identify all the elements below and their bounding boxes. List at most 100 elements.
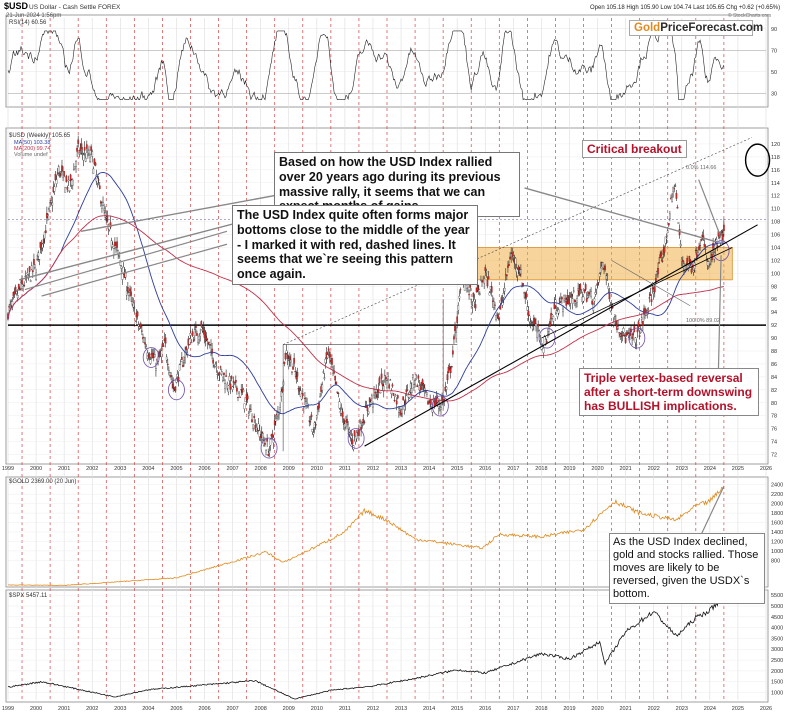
usd-candle-up: [165, 356, 168, 361]
usd-candle-up: [280, 391, 283, 397]
usd-candle-up: [41, 243, 44, 248]
usd-candle-down: [506, 274, 508, 277]
usd-tick-label: 114: [771, 181, 780, 187]
usd-candle-up: [355, 432, 358, 439]
usd-candle-down: [234, 380, 237, 383]
fib-label-top: 0.0% 114.66: [686, 165, 716, 171]
usd-candle-down: [391, 384, 394, 387]
usd-candle-down: [116, 241, 118, 248]
usd-candle-up: [125, 290, 128, 296]
usd-candle-down: [144, 342, 146, 345]
usd-candle-down: [490, 286, 493, 293]
usd-candle-up: [124, 273, 127, 278]
usd-candle-down: [486, 280, 489, 287]
usd-candle-up: [206, 343, 209, 345]
usd-candle-up: [386, 380, 388, 388]
arrow-bottoms-left-2: [41, 243, 228, 297]
gold-tick-label: 2400: [771, 483, 783, 489]
usd-candle-down: [14, 286, 17, 293]
header-credit: © StockCharts.com: [728, 12, 771, 19]
usd-candle-up: [269, 439, 272, 446]
usd-candle-down: [195, 325, 197, 328]
usd-candle-up: [258, 430, 261, 437]
usd-candle-down: [109, 222, 112, 228]
usd-candle-down: [453, 336, 455, 340]
arrow-rally-to-2024: [524, 187, 719, 243]
usd-ma50-line: [7, 172, 725, 415]
usd-candle-up: [78, 152, 81, 155]
spx-year-label: 2023: [676, 706, 688, 712]
usd-candle-down: [419, 386, 422, 390]
usd-candle-up: [528, 315, 531, 322]
usd-candle-up: [88, 149, 90, 154]
usd-candle-up: [338, 401, 341, 409]
usd-tick-label: 96: [771, 297, 777, 303]
usd-candle-up: [24, 275, 27, 277]
usd-candle-up: [110, 240, 113, 248]
usd-candle-up: [82, 154, 85, 161]
usd-candle-down: [392, 393, 395, 396]
usd-candle-up: [634, 337, 637, 343]
usd-legend-ma200: MA(200) 99.74: [14, 146, 50, 152]
gold-title: $GOLD 2369.00 (20 Jun): [9, 479, 76, 485]
usd-candle-down: [661, 260, 664, 263]
usd-candle-up: [168, 370, 170, 373]
spx-tick-label: 5000: [771, 604, 783, 610]
usd-candle-down: [170, 374, 172, 378]
usd-candle-up: [91, 151, 94, 157]
usd-candle-up: [423, 387, 426, 391]
usd-candle-down: [675, 192, 678, 199]
rsi-line: [7, 30, 725, 101]
usd-candle-up: [704, 249, 707, 250]
usd-year-label: 2006: [198, 466, 210, 472]
target-circle: [744, 143, 771, 177]
usd-candle-down: [196, 333, 198, 336]
usd-candle-down: [657, 267, 659, 275]
gold-tick-label: 1600: [771, 521, 783, 527]
usd-candle-down: [530, 322, 533, 324]
spx-year-label: 2013: [395, 706, 407, 712]
usd-candle-up: [607, 286, 610, 289]
usd-candle-down: [422, 384, 425, 391]
usd-candle-up: [47, 214, 49, 217]
usd-candle-up: [457, 305, 460, 311]
usd-candle-down: [33, 259, 35, 265]
usd-candle-up: [87, 154, 89, 156]
usd-candle-down: [308, 420, 311, 422]
usd-candle-up: [514, 258, 517, 265]
usd-candle-up: [635, 344, 638, 346]
spx-tick-label: 1000: [771, 691, 783, 697]
usd-candle-up: [188, 338, 191, 345]
usd-year-label: 2019: [563, 466, 575, 472]
bottom-circle: [538, 327, 556, 349]
annotation-bottoms: The USD Index quite often forms major bo…: [232, 205, 478, 285]
usd-candle-down: [700, 239, 703, 241]
usd-tick-label: 90: [771, 336, 777, 342]
usd-candle-up: [367, 411, 370, 414]
usd-candle-down: [192, 339, 195, 342]
usd-candle-down: [211, 348, 213, 354]
usd-candle-down: [98, 185, 101, 189]
spx-tick-label: 4000: [771, 626, 783, 632]
usd-candle-up: [252, 424, 254, 429]
usd-candle-up: [50, 200, 53, 203]
usd-year-label: 2017: [507, 466, 519, 472]
spx-year-label: 2019: [563, 706, 575, 712]
usd-candle-down: [534, 318, 536, 325]
brand-part1: Gold: [634, 22, 661, 34]
usd-candle-up: [60, 171, 62, 173]
usd-candle-down: [264, 442, 266, 445]
dotted-channel-line: [283, 137, 753, 345]
spx-tick-label: 3500: [771, 636, 783, 642]
usd-candle-up: [488, 292, 491, 296]
secondary-support-trendline: [541, 247, 733, 339]
usd-candle-down: [83, 147, 86, 151]
usd-candle-up: [354, 436, 357, 443]
usd-candle-up: [559, 298, 562, 302]
usd-candle-up: [53, 186, 56, 192]
usd-candle-down: [177, 377, 180, 382]
usd-candle-up: [178, 364, 181, 371]
usd-candle-down: [136, 311, 139, 317]
usd-candle-up: [68, 190, 71, 192]
